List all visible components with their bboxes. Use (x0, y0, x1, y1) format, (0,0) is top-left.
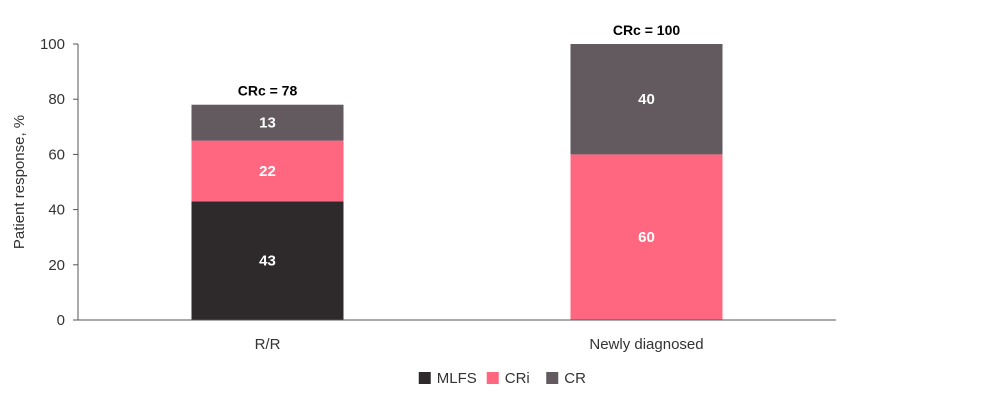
bar-segment-cr (191, 104, 344, 141)
legend-label: CRi (505, 370, 530, 387)
data-label: 43 (259, 253, 276, 270)
y-tick-label: 0 (57, 312, 65, 329)
x-category-label: Newly diagnosed (589, 336, 703, 353)
y-tick-label: 20 (48, 257, 65, 274)
data-label: 13 (259, 115, 276, 132)
legend-label: CR (564, 370, 586, 387)
y-tick-label: 60 (48, 146, 65, 163)
legend: MLFS CRi CR (418, 370, 586, 387)
legend-swatch (418, 372, 431, 384)
bars: 43 22 13 CRc = 78 60 40 CRc = 100 (191, 22, 723, 320)
y-tick-label: 40 (48, 202, 65, 219)
bar-segment-cri (570, 154, 723, 320)
legend-item-cr: CR (546, 370, 586, 387)
y-tick-label: 100 (40, 36, 65, 53)
legend-label: MLFS (437, 370, 477, 387)
data-label: 22 (259, 163, 276, 180)
data-label: 40 (638, 91, 655, 108)
legend-swatch (546, 372, 559, 384)
x-category-label: R/R (255, 336, 281, 353)
legend-item-cri: CRi (486, 370, 530, 387)
y-axis-label: Patient response, % (11, 115, 28, 249)
total-label: CRc = 100 (613, 22, 681, 38)
bar-segment-cr (570, 44, 723, 155)
bar-segment-mlfs (191, 201, 344, 320)
legend-swatch (486, 372, 499, 384)
bar-segment-cri (191, 140, 344, 202)
legend-item-mlfs: MLFS (418, 370, 477, 387)
y-tick-label: 80 (48, 91, 65, 108)
total-label: CRc = 78 (238, 83, 298, 99)
data-label: 60 (638, 229, 655, 246)
x-axis: R/R Newly diagnosed (78, 319, 836, 353)
y-axis: 0 20 40 60 80 100 (40, 36, 79, 329)
